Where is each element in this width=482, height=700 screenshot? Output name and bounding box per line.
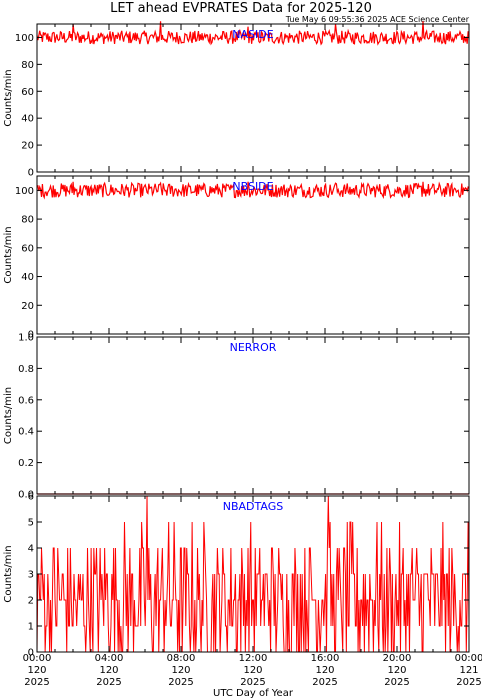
x-tick-label: 120 (27, 665, 46, 676)
y-tick-label: 0.8 (18, 364, 34, 375)
y-tick-label: 0 (28, 168, 34, 179)
x-tick-label: 2025 (456, 677, 481, 688)
y-tick-label: 0.6 (18, 395, 34, 406)
y-tick-label: 100 (15, 33, 34, 44)
y-tick-label: 60 (21, 87, 34, 98)
x-tick-label: 20:00 (383, 653, 412, 664)
y-tick-label: 20 (21, 141, 34, 152)
series-line-nbadtags (36, 495, 470, 653)
x-tick-label: 120 (243, 665, 262, 676)
series-line-nbside (36, 181, 470, 200)
x-tick-label: 121 (459, 665, 478, 676)
series-line-naside (36, 21, 470, 46)
y-tick-label: 80 (21, 60, 34, 71)
plot-frame (36, 336, 470, 495)
x-tick-label: 120 (387, 665, 406, 676)
panel-label: NASIDE (232, 28, 273, 41)
y-tick-label: 0.2 (18, 458, 34, 469)
y-tick-label: 60 (21, 243, 34, 254)
panel-nbadtags: 0 1 2 3 4 5 6 NBADTAGS Counts/min (3, 492, 470, 659)
y-tick-label: 1 (28, 622, 34, 633)
y-axis-label: Counts/min (3, 387, 14, 444)
y-axis-label: Counts/min (3, 226, 14, 283)
y-tick-label: 80 (21, 215, 34, 226)
x-tick-label: 2025 (384, 677, 409, 688)
chart-title: LET ahead EVPRATES Data for 2025-120 (110, 1, 372, 16)
x-axis-label: UTC Day of Year (213, 688, 294, 699)
y-tick-label: 40 (21, 272, 34, 283)
x-tick-label: 04:00 (95, 653, 124, 664)
plot-frame (36, 175, 470, 335)
y-tick-label: 0.4 (18, 427, 34, 438)
panel-nbside: 0 20 40 60 80 100 NBSIDE Counts/min (3, 175, 470, 341)
y-tick-label: 6 (28, 492, 34, 503)
x-tick-label: 2025 (240, 677, 265, 688)
y-tick-label: 40 (21, 114, 34, 125)
y-tick-label: 20 (21, 301, 34, 312)
y-tick-label: 100 (15, 186, 34, 197)
y-tick-label: 0 (28, 330, 34, 341)
x-tick-label: 00:00 (455, 653, 482, 664)
y-tick-label: 4 (28, 544, 34, 555)
y-axis-label: Counts/min (3, 545, 14, 602)
y-axis-label: Counts/min (3, 69, 14, 126)
x-tick-label: 120 (315, 665, 334, 676)
y-tick-label: 1.0 (18, 333, 34, 344)
panel-label: NERROR (230, 341, 277, 354)
panel-nerror: 0.0 0.2 0.4 0.6 0.8 1.0 NERROR Counts/min (3, 333, 470, 501)
y-tick-label: 0 (28, 648, 34, 659)
y-tick-label: 5 (28, 518, 34, 529)
x-tick-label: 08:00 (167, 653, 196, 664)
panel-label: NBSIDE (232, 180, 273, 193)
x-tick-label: 12:00 (239, 653, 268, 664)
plot-frame (36, 23, 470, 173)
x-tick-label: 16:00 (311, 653, 340, 664)
chart-timestamp: Tue May 6 09:55:36 2025 ACE Science Cent… (285, 15, 470, 24)
x-tick-label: 2025 (168, 677, 193, 688)
y-tick-label: 3 (28, 570, 34, 581)
panel-naside: 0 20 40 60 80 100 NASIDE Counts/min (3, 21, 470, 179)
panel-label: NBADTAGS (223, 500, 283, 513)
y-tick-label: 0.0 (18, 490, 34, 501)
x-tick-label: 120 (99, 665, 118, 676)
x-tick-label: 00:00 (23, 653, 52, 664)
x-tick-label: 2025 (24, 677, 49, 688)
x-tick-label: 2025 (96, 677, 121, 688)
x-tick-label: 2025 (312, 677, 337, 688)
y-tick-label: 2 (28, 596, 34, 607)
x-tick-label: 120 (171, 665, 190, 676)
